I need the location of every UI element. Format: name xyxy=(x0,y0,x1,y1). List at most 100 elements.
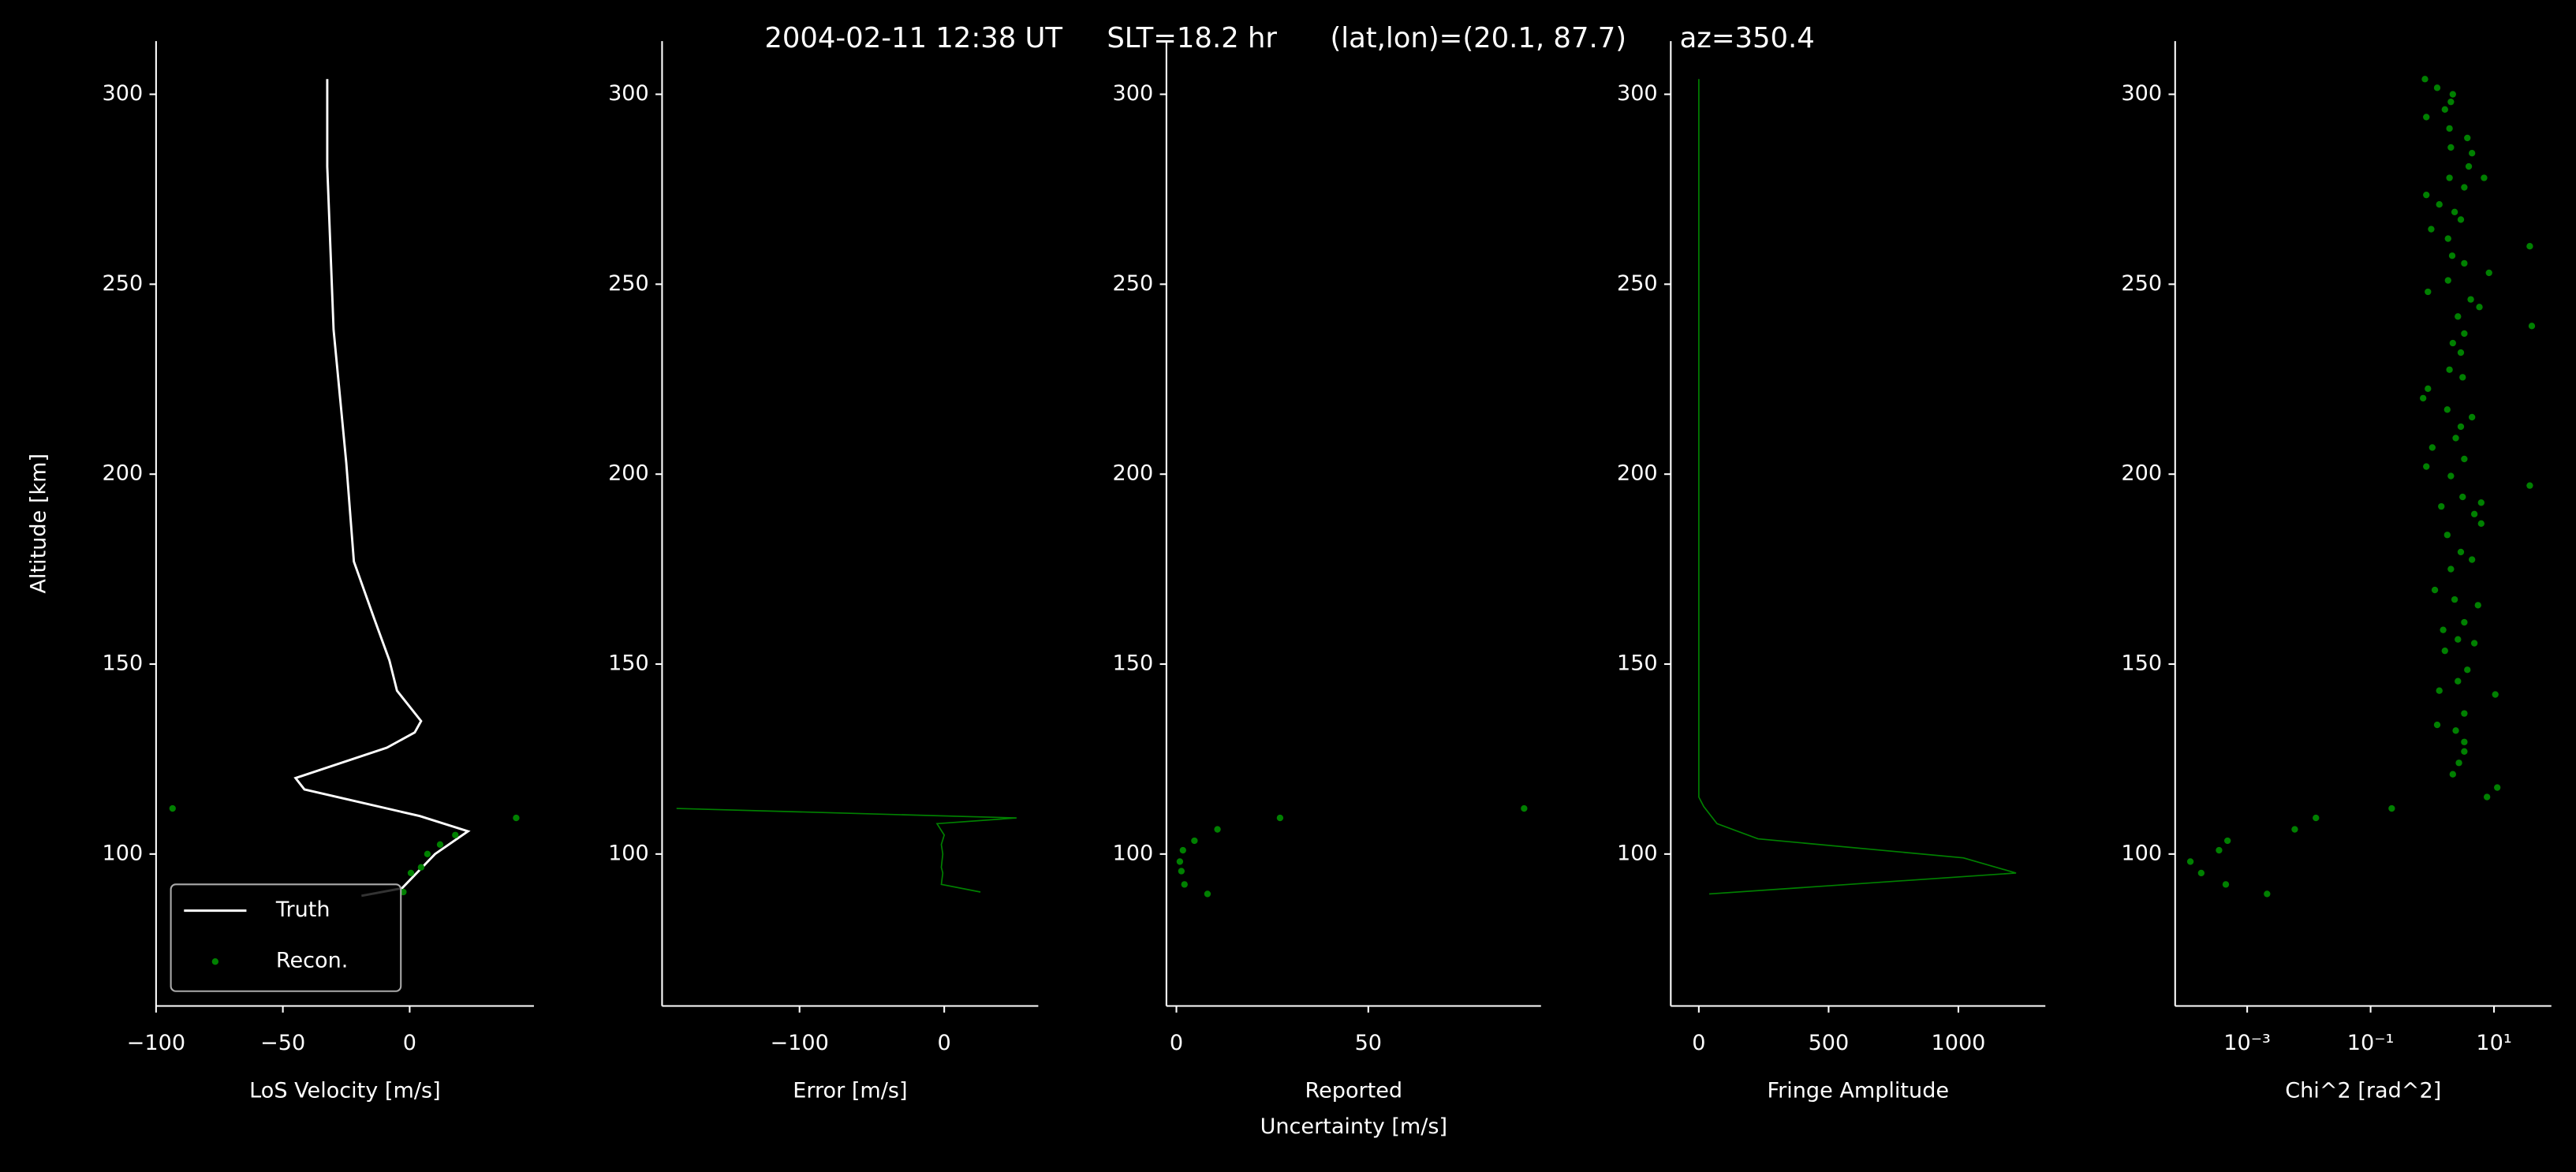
x-tick-label: −100 xyxy=(127,1031,185,1055)
data-point xyxy=(452,831,459,838)
x-axis-label: Error [m/s] xyxy=(793,1078,907,1103)
x-tick-label: −100 xyxy=(771,1031,829,1055)
data-point xyxy=(2449,339,2456,347)
data-point xyxy=(1521,804,1528,812)
data-point xyxy=(436,841,444,848)
data-point xyxy=(2461,184,2468,191)
data-point xyxy=(1191,837,1198,845)
data-point xyxy=(2423,192,2430,199)
x-axis-label: Fringe Amplitude xyxy=(1767,1078,1949,1103)
data-point xyxy=(2449,91,2456,98)
x-tick-label: 0 xyxy=(1692,1031,1705,1055)
y-tick-label: 300 xyxy=(608,81,649,106)
y-tick-label: 200 xyxy=(1113,461,1154,486)
data-point xyxy=(2197,869,2205,877)
y-tick-label: 250 xyxy=(1617,271,1658,296)
x-tick-label: 10⁻¹ xyxy=(2347,1031,2395,1055)
data-point xyxy=(2526,243,2533,250)
data-point xyxy=(1204,890,1211,898)
y-tick-label: 300 xyxy=(2121,81,2162,106)
data-point xyxy=(2425,385,2432,392)
data-point xyxy=(2468,150,2476,157)
y-tick-label: 300 xyxy=(1617,81,1658,106)
y-tick-label: 250 xyxy=(1113,271,1154,296)
data-point xyxy=(2457,423,2465,431)
data-point xyxy=(2433,84,2441,91)
data-point xyxy=(2481,174,2488,181)
data-point xyxy=(2436,687,2443,694)
data-point xyxy=(2468,556,2476,563)
y-tick-label: 100 xyxy=(2121,841,2162,865)
data-line xyxy=(1698,79,2017,895)
data-point xyxy=(2186,858,2194,865)
data-point xyxy=(513,814,520,822)
data-point xyxy=(1214,826,1221,833)
data-point xyxy=(2485,269,2492,277)
y-tick-label: 200 xyxy=(103,461,144,486)
data-point xyxy=(2464,666,2471,674)
data-point xyxy=(2443,406,2451,413)
data-point xyxy=(2444,277,2451,284)
data-point xyxy=(2451,208,2458,216)
y-tick-label: 150 xyxy=(2121,651,2162,676)
data-point xyxy=(2492,691,2499,698)
data-point xyxy=(2461,748,2468,755)
data-point xyxy=(2457,216,2465,223)
y-tick-label: 200 xyxy=(2121,461,2162,486)
data-point xyxy=(2455,636,2462,643)
data-point xyxy=(2313,814,2320,822)
y-tick-label: 150 xyxy=(1113,651,1154,676)
data-point xyxy=(2451,595,2458,603)
data-point xyxy=(2455,760,2462,767)
data-point xyxy=(417,864,425,871)
data-point xyxy=(1176,858,1184,865)
x-tick-label: 1000 xyxy=(1932,1031,1986,1055)
y-tick-label: 150 xyxy=(103,651,144,676)
data-point xyxy=(2425,288,2432,296)
x-axis-label: LoS Velocity [m/s] xyxy=(249,1078,440,1103)
data-point xyxy=(1179,846,1186,854)
data-point xyxy=(2441,106,2448,113)
y-tick-label: 100 xyxy=(1617,841,1658,865)
y-tick-label: 150 xyxy=(1617,651,1658,676)
data-point xyxy=(2429,444,2436,451)
data-point xyxy=(2446,174,2453,181)
data-point xyxy=(2441,647,2448,655)
x-tick-label: 0 xyxy=(403,1031,416,1055)
data-point xyxy=(169,804,176,812)
data-point xyxy=(2483,793,2491,801)
data-point xyxy=(2476,304,2483,311)
x-tick-label: 10¹ xyxy=(2476,1031,2511,1055)
data-point xyxy=(2433,721,2441,729)
data-point xyxy=(2467,296,2474,303)
data-point xyxy=(2447,98,2455,106)
data-point xyxy=(2448,252,2456,259)
data-point xyxy=(2420,394,2427,402)
x-axis-label: Uncertainty [m/s] xyxy=(1260,1114,1447,1139)
data-point xyxy=(2470,640,2478,647)
data-point xyxy=(2477,520,2485,527)
data-point xyxy=(2438,502,2445,510)
y-tick-label: 300 xyxy=(1113,81,1154,106)
data-point xyxy=(2423,114,2430,121)
data-point xyxy=(2455,677,2462,685)
data-point xyxy=(2447,144,2455,151)
data-point xyxy=(2436,201,2443,208)
x-tick-label: 500 xyxy=(1809,1031,1850,1055)
data-point xyxy=(2428,226,2435,233)
data-point xyxy=(2216,846,2223,854)
data-point xyxy=(2222,881,2230,888)
x-tick-label: 50 xyxy=(1355,1031,1382,1055)
data-point xyxy=(2461,330,2468,338)
x-tick-label: 0 xyxy=(938,1031,951,1055)
data-point xyxy=(2449,771,2456,778)
data-line xyxy=(676,808,1017,893)
data-point xyxy=(2459,493,2466,501)
data-point xyxy=(2447,565,2455,573)
y-tick-label: 300 xyxy=(103,81,144,106)
y-tick-label: 100 xyxy=(1113,841,1154,865)
data-point xyxy=(2388,804,2395,812)
data-point xyxy=(2423,463,2430,470)
